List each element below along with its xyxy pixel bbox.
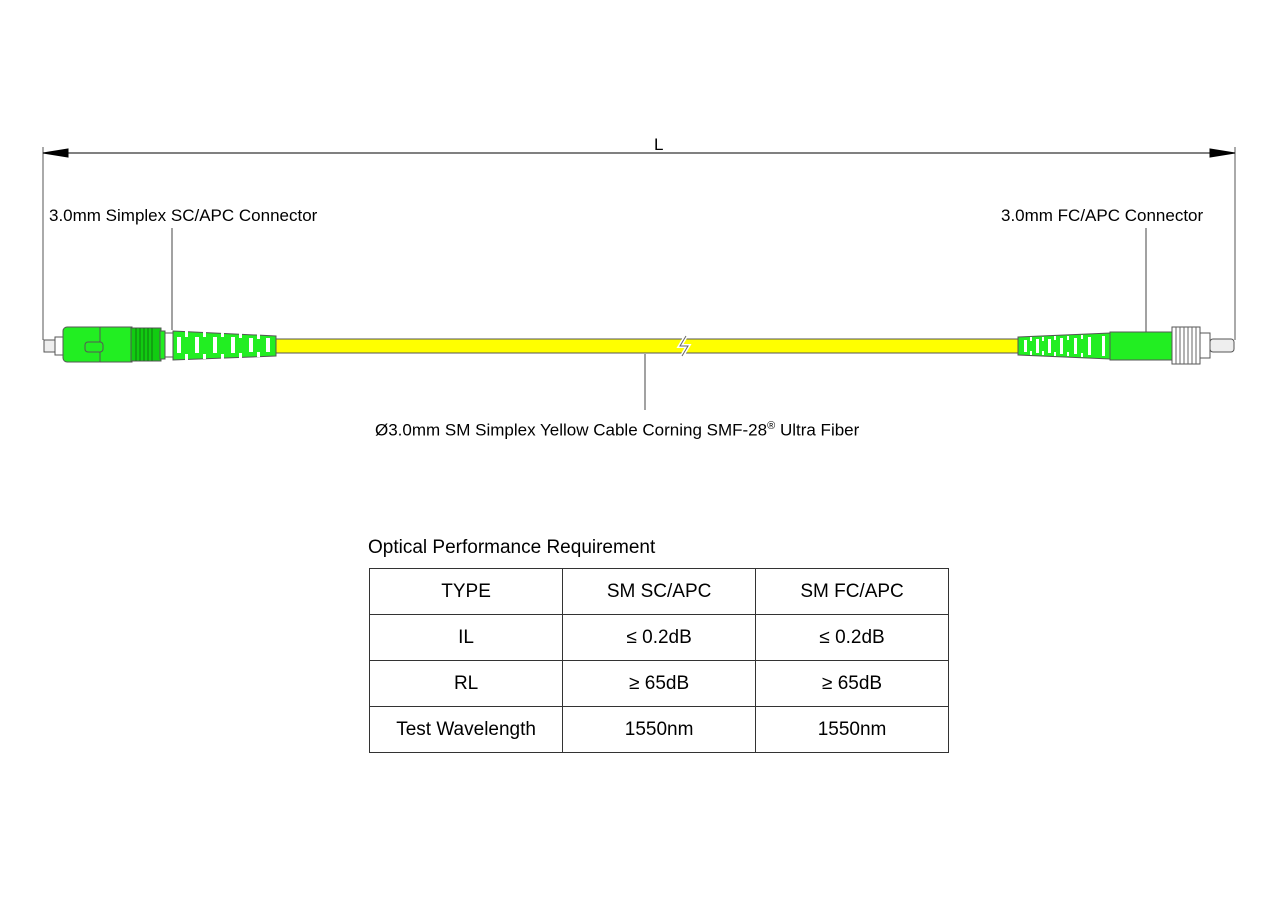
cable-label-tail: Ultra Fiber <box>775 420 860 440</box>
yellow-cable <box>275 334 1021 358</box>
table-cell: ≤ 0.2dB <box>562 614 757 661</box>
table-row: IL ≤ 0.2dB ≤ 0.2dB <box>368 614 949 661</box>
registered-mark: ® <box>767 420 776 432</box>
table-header-row: TYPE SM SC/APC SM FC/APC <box>368 568 949 615</box>
leader-lines <box>171 228 1147 410</box>
right-connector-label: 3.0mm FC/APC Connector <box>1001 206 1204 225</box>
table-title: Optical Performance Requirement <box>368 537 656 558</box>
table-cell: SM FC/APC <box>755 568 949 615</box>
table-cell: RL <box>368 660 564 707</box>
table-cell: IL <box>368 614 564 661</box>
sc-apc-connector <box>43 326 277 363</box>
fc-apc-connector <box>1017 326 1235 365</box>
table-cell: ≥ 65dB <box>755 660 949 707</box>
cable-label-main: Ø3.0mm SM Simplex Yellow Cable Corning S… <box>375 420 768 440</box>
optical-performance-table: TYPE SM SC/APC SM FC/APC IL ≤ 0.2dB ≤ 0.… <box>368 568 949 753</box>
dimension-label: L <box>654 135 664 154</box>
table-cell: Test Wavelength <box>368 706 564 753</box>
table-cell: 1550nm <box>562 706 757 753</box>
table-row: RL ≥ 65dB ≥ 65dB <box>368 660 949 707</box>
table-cell: ≤ 0.2dB <box>755 614 949 661</box>
table-row: Test Wavelength 1550nm 1550nm <box>368 706 949 753</box>
left-connector-label: 3.0mm Simplex SC/APC Connector <box>49 206 318 225</box>
dimension-line <box>42 147 1236 340</box>
cable-label: Ø3.0mm SM Simplex Yellow Cable Corning S… <box>375 420 859 441</box>
table-cell: SM SC/APC <box>562 568 757 615</box>
table-cell: TYPE <box>368 568 564 615</box>
table-cell: ≥ 65dB <box>562 660 757 707</box>
table-cell: 1550nm <box>755 706 949 753</box>
